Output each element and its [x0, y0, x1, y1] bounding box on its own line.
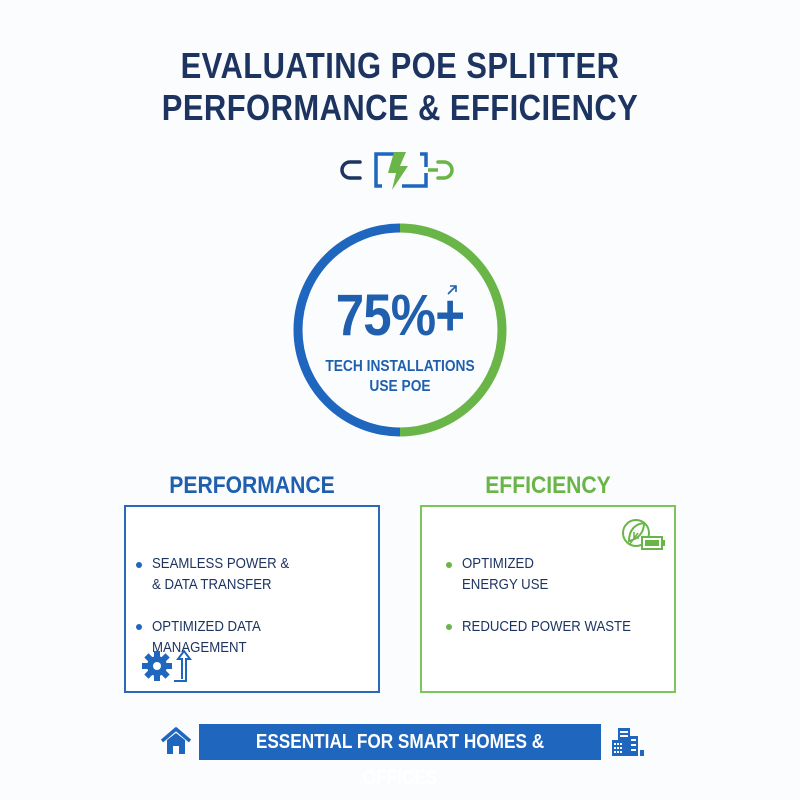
bullet-dot [446, 562, 452, 568]
bullet-dot [136, 624, 142, 630]
efficiency-item-1: OPTIMIZED ENERGY USE [462, 553, 548, 595]
home-icon [160, 727, 192, 754]
bullet-dot [136, 562, 142, 568]
footer-banner: ESSENTIAL FOR SMART HOMES & OFFICES [199, 724, 601, 789]
gear-arrow-up-icon [142, 649, 192, 682]
efficiency-card: OPTIMIZED ENERGY USE REDUCED POWER WASTE [420, 505, 676, 693]
performance-item-1: SEAMLESS POWER & & DATA TRANSFER [152, 553, 289, 595]
office-building-icon [612, 728, 644, 756]
efficiency-item-2: REDUCED POWER WASTE [462, 618, 631, 635]
performance-title: PERFORMANCE [169, 472, 335, 499]
footer-banner-text: ESSENTIAL FOR SMART HOMES & OFFICES [255, 731, 545, 789]
arrow-up-right-icon [447, 285, 457, 295]
efficiency-item-1-line2: ENERGY USE [462, 576, 549, 593]
stat-ring [293, 223, 507, 437]
bullet-dot [446, 624, 452, 630]
leaf-battery-icon [622, 519, 665, 550]
efficiency-item-1-line1: OPTIMIZED [462, 555, 534, 572]
page-title-line1: EVALUATING POE SPLITTER [180, 45, 620, 86]
performance-item-1-line2: & DATA TRANSFER [152, 576, 272, 593]
performance-card: SEAMLESS POWER & & DATA TRANSFER OPTIMIZ… [124, 505, 380, 693]
power-plug-lightning-icon [340, 152, 454, 190]
page-title-line2: PERFORMANCE & EFFICIENCY [161, 87, 639, 128]
stat-label-line1: TECH INSTALLATIONS [325, 358, 475, 375]
stat-label-line2: USE POE [369, 378, 431, 395]
performance-item-1-line1: SEAMLESS POWER & [152, 555, 290, 572]
efficiency-title: EFFICIENCY [485, 472, 611, 499]
performance-item-2: OPTIMIZED DATA MANAGEMENT [152, 618, 261, 656]
stat-value: 75%+ [335, 283, 465, 348]
